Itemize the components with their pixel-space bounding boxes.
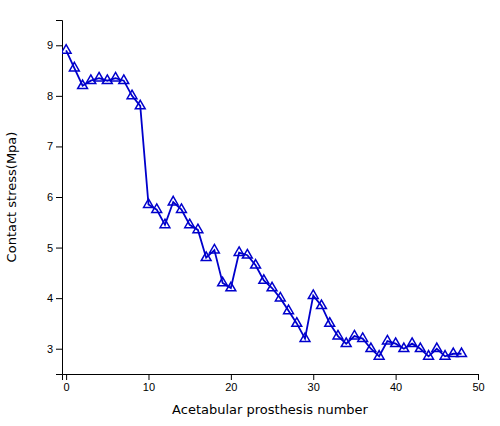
marker bbox=[144, 199, 154, 208]
tick-mark bbox=[313, 374, 314, 380]
tick: 30 bbox=[308, 374, 320, 393]
tick-mark bbox=[56, 96, 62, 97]
tick-label: 0 bbox=[64, 381, 70, 393]
marker bbox=[94, 72, 104, 81]
marker bbox=[317, 300, 327, 309]
marker bbox=[111, 72, 121, 81]
marker bbox=[300, 333, 310, 342]
tick-mark bbox=[396, 374, 397, 380]
y-axis: 3 4 5 6 7 8 9 bbox=[47, 21, 63, 375]
tick-mark bbox=[56, 248, 62, 249]
marker bbox=[382, 335, 392, 344]
tick: 40 bbox=[390, 374, 402, 393]
tick-label: 6 bbox=[47, 191, 53, 203]
tick-mark bbox=[66, 374, 67, 380]
tick-label: 10 bbox=[143, 381, 155, 393]
tick: 5 bbox=[47, 242, 62, 254]
series bbox=[62, 45, 466, 359]
marker bbox=[267, 282, 277, 291]
marker bbox=[168, 196, 178, 205]
tick-label: 20 bbox=[225, 381, 237, 393]
marker bbox=[185, 219, 195, 228]
marker bbox=[209, 244, 219, 253]
marker bbox=[284, 305, 294, 314]
tick-label: 5 bbox=[47, 242, 53, 254]
marker bbox=[218, 277, 228, 286]
tick-mark bbox=[478, 374, 479, 380]
marker bbox=[160, 219, 170, 228]
tick: 6 bbox=[47, 191, 62, 203]
marker bbox=[62, 45, 71, 54]
marker bbox=[292, 318, 302, 327]
marker bbox=[135, 100, 145, 109]
marker bbox=[325, 318, 335, 327]
marker bbox=[127, 90, 137, 99]
marker bbox=[193, 224, 203, 233]
tick-label: 9 bbox=[47, 39, 53, 51]
tick: 3 bbox=[47, 343, 62, 355]
tick-mark bbox=[56, 349, 62, 350]
tick: 7 bbox=[47, 140, 62, 152]
marker bbox=[275, 292, 285, 301]
tick: 8 bbox=[47, 90, 62, 102]
axis-line bbox=[63, 375, 479, 381]
marker bbox=[251, 260, 261, 269]
tick-mark bbox=[56, 197, 62, 198]
axis-line bbox=[56, 21, 63, 375]
marker bbox=[177, 204, 187, 213]
marker bbox=[350, 330, 360, 339]
x-axis-title: Acetabular prosthesis number bbox=[172, 402, 368, 417]
tick-label: 30 bbox=[308, 381, 320, 393]
marker bbox=[407, 338, 417, 347]
marker bbox=[432, 343, 442, 352]
marker bbox=[374, 351, 384, 360]
marker bbox=[152, 204, 162, 213]
plot-area: 0 10 20 30 40 50 3 4 5 6 7 8 9 bbox=[47, 21, 485, 393]
marker bbox=[415, 343, 425, 352]
marker bbox=[308, 290, 318, 299]
chart: 0 10 20 30 40 50 3 4 5 6 7 8 9 Acetabular prosthesis … bbox=[0, 0, 500, 426]
marker bbox=[102, 75, 112, 84]
marker bbox=[457, 348, 467, 357]
tick-mark bbox=[148, 374, 149, 380]
tick: 20 bbox=[225, 374, 237, 393]
tick: 4 bbox=[47, 292, 62, 304]
tick-label: 8 bbox=[47, 90, 53, 102]
tick-label: 50 bbox=[472, 381, 484, 393]
tick-mark bbox=[56, 45, 62, 46]
tick: 50 bbox=[472, 374, 484, 393]
tick: 10 bbox=[143, 374, 155, 393]
marker bbox=[391, 338, 401, 347]
tick-mark bbox=[56, 146, 62, 147]
marker bbox=[333, 330, 343, 339]
tick-mark bbox=[231, 374, 232, 380]
marker bbox=[399, 343, 409, 352]
tick-mark bbox=[56, 298, 62, 299]
marker bbox=[358, 333, 368, 342]
tick-label: 4 bbox=[47, 292, 53, 304]
marker bbox=[440, 351, 450, 360]
x-axis: 0 10 20 30 40 50 bbox=[63, 374, 485, 393]
tick-label: 7 bbox=[47, 140, 53, 152]
marker bbox=[234, 247, 244, 256]
marker bbox=[78, 80, 88, 89]
tick-label: 3 bbox=[47, 343, 53, 355]
marker bbox=[366, 343, 376, 352]
marker bbox=[226, 282, 236, 291]
marker bbox=[119, 75, 129, 84]
tick: 9 bbox=[47, 39, 62, 51]
tick-label: 40 bbox=[390, 381, 402, 393]
line bbox=[66, 50, 461, 356]
y-axis-title: Contact stress(Mpa) bbox=[4, 132, 19, 263]
marker bbox=[259, 275, 269, 284]
marker bbox=[86, 75, 96, 84]
tick: 0 bbox=[64, 374, 70, 393]
marker bbox=[69, 62, 79, 71]
marker bbox=[242, 249, 252, 258]
